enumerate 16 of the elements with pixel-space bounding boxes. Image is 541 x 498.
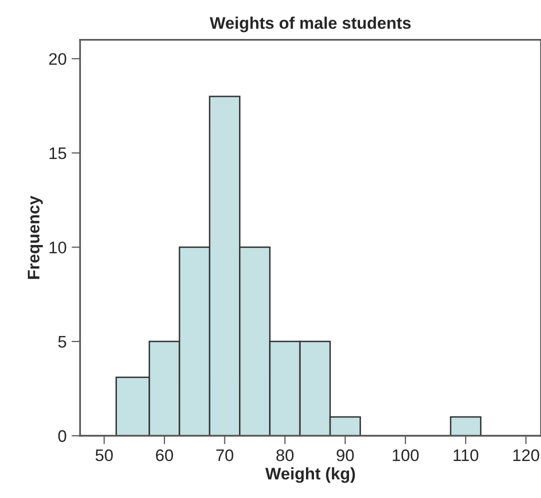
x-tick-label: 60 <box>156 449 174 462</box>
x-tick-label: 70 <box>216 449 234 462</box>
x-tick-label: 80 <box>276 449 294 462</box>
x-tick-label: 120 <box>513 449 540 462</box>
chart-title: Weights of male students <box>210 16 411 32</box>
x-axis-title: Weight (kg) <box>265 467 355 483</box>
y-tick-label: 20 <box>49 53 66 65</box>
x-tick-label: 100 <box>392 449 419 462</box>
x-tick-label: 90 <box>336 449 354 462</box>
y-tick-label: 15 <box>50 148 66 160</box>
y-axis-title: Frequency <box>28 196 43 279</box>
y-tick-label: 0 <box>58 430 66 442</box>
y-tick-label: 5 <box>58 336 66 348</box>
y-tick-label: 10 <box>50 242 66 254</box>
x-tick-label: 110 <box>454 449 478 462</box>
x-tick-label: 50 <box>96 449 113 462</box>
